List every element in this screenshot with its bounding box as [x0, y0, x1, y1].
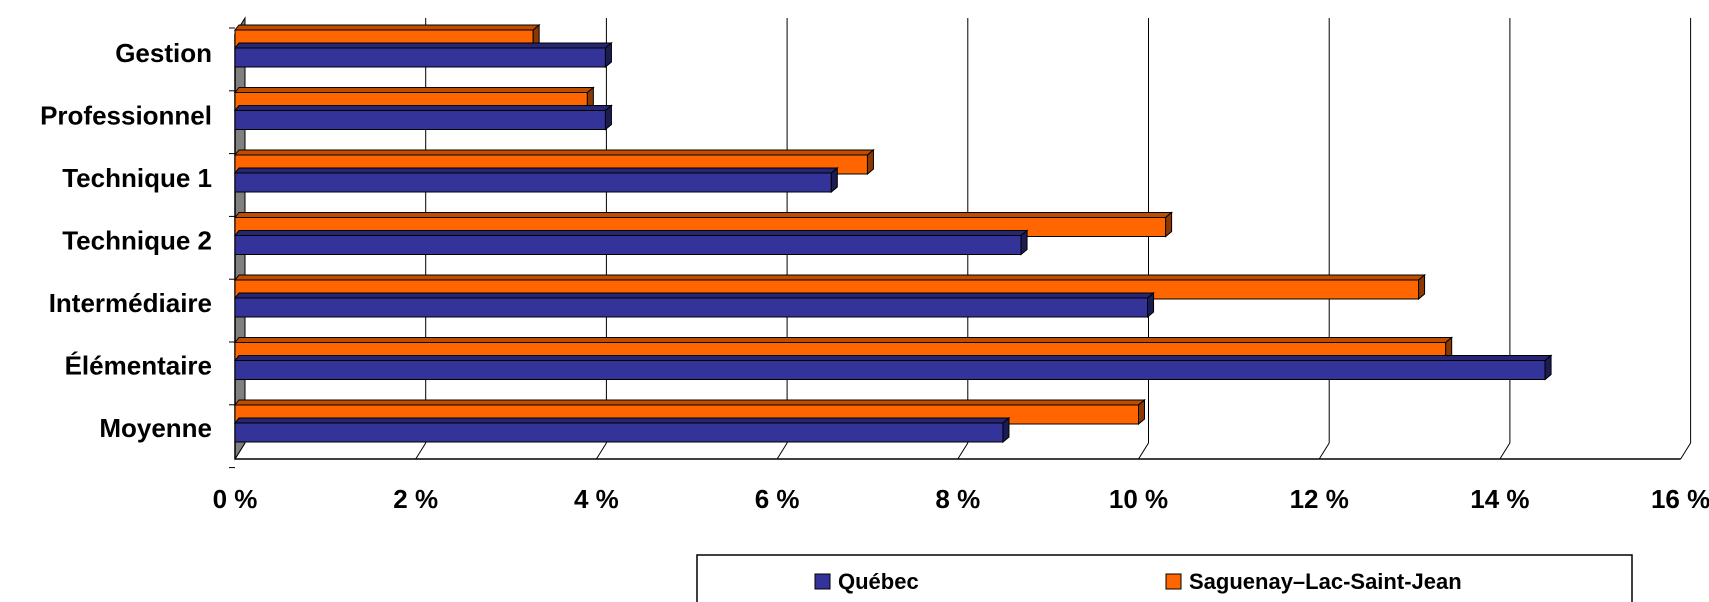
- bar-side-moyenne-saguenay-lac-saint-jean: [1138, 398, 1145, 426]
- bar-top-moyenne-saguenay-lac-saint-jean: [233, 399, 1146, 406]
- x-tick-label: 8 %: [935, 484, 980, 514]
- bar-top-technique-1-saguenay-lac-saint-jean: [233, 149, 875, 156]
- bar-side-technique-2-quebec: [1020, 229, 1028, 256]
- bar-side-elementaire-quebec: [1544, 354, 1552, 381]
- bar-gestion-quebec: [234, 47, 606, 68]
- bar-top-gestion-quebec: [233, 42, 613, 49]
- category-label-technique-1: Technique 1: [62, 163, 212, 193]
- bar-technique-2-quebec: [234, 235, 1022, 255]
- legend-label-quebec: Québec: [838, 569, 919, 594]
- bar-top-elementaire-quebec: [233, 355, 1553, 361]
- bar-side-moyenne-quebec: [1002, 416, 1010, 444]
- category-labels: Gestion Professionnel Technique 1 Technique…: [40, 38, 212, 443]
- x-tick-label: 2 %: [393, 484, 438, 514]
- legend-swatch-saguenay: [1165, 573, 1182, 590]
- category-label-intermediaire: Intermédiaire: [49, 288, 212, 318]
- bar-top-professionnel-quebec: [233, 105, 613, 111]
- category-label-gestion: Gestion: [115, 38, 212, 68]
- legend-swatch-quebec: [814, 573, 831, 590]
- bar-top-moyenne-quebec: [233, 417, 1011, 424]
- legend-box: [696, 554, 1633, 602]
- bar-top-elementaire-saguenay-lac-saint-jean: [233, 337, 1454, 343]
- bar-elementaire-quebec: [234, 360, 1546, 380]
- x-tick-label: 10 %: [1109, 484, 1168, 514]
- category-label-professionnel: Professionnel: [40, 101, 212, 131]
- bar-side-technique-1-quebec: [830, 166, 838, 194]
- bar-layer: [233, 23, 1553, 444]
- x-tick-label: 0 %: [213, 484, 258, 514]
- bar-side-technique-1-saguenay-lac-saint-jean: [866, 148, 874, 176]
- bar-side-technique-2-saguenay-lac-saint-jean: [1165, 211, 1173, 238]
- x-tick-label: 16 %: [1651, 484, 1709, 514]
- x-tick-label: 12 %: [1290, 484, 1349, 514]
- bar-moyenne-quebec: [234, 422, 1004, 443]
- bar-intermediaire-quebec: [234, 297, 1149, 318]
- floor-gridline: [776, 442, 788, 460]
- bar-top-technique-2-saguenay-lac-saint-jean: [233, 212, 1173, 218]
- bar-top-intermediaire-quebec: [233, 292, 1155, 299]
- bar-technique-1-quebec: [234, 172, 832, 193]
- bar-professionnel-quebec: [234, 110, 606, 130]
- x-tick-label: 6 %: [755, 484, 800, 514]
- category-label-moyenne: Moyenne: [99, 413, 212, 443]
- bar-side-intermediaire-quebec: [1147, 291, 1155, 319]
- category-label-technique-2: Technique 2: [62, 226, 212, 256]
- bar-top-technique-2-quebec: [233, 230, 1029, 236]
- floor-gridline: [1138, 442, 1149, 460]
- bar-top-technique-1-quebec: [233, 167, 839, 174]
- bar-side-gestion-quebec: [604, 41, 612, 69]
- x-tick-label: 14 %: [1470, 484, 1529, 514]
- floor-gridline: [595, 442, 607, 460]
- legend: Québec Saguenay–Lac-Saint-Jean: [696, 554, 1633, 602]
- bar-side-professionnel-quebec: [604, 104, 612, 131]
- x-tick-label: 4 %: [574, 484, 619, 514]
- bar-side-intermediaire-saguenay-lac-saint-jean: [1418, 273, 1426, 301]
- floor-gridline: [1318, 442, 1330, 460]
- bar-top-gestion-saguenay-lac-saint-jean: [233, 24, 541, 31]
- legend-label-saguenay: Saguenay–Lac-Saint-Jean: [1189, 569, 1462, 594]
- x-tick-labels: 0 % 2 % 4 % 6 % 8 % 10 % 12 % 14 % 16 %: [213, 484, 1709, 514]
- bar-top-intermediaire-saguenay-lac-saint-jean: [233, 274, 1426, 281]
- category-label-elementaire: Élémentaire: [65, 351, 212, 381]
- floor-gridline: [415, 442, 427, 460]
- bar-top-professionnel-saguenay-lac-saint-jean: [233, 87, 595, 93]
- floor-gridline: [1680, 442, 1692, 460]
- floor-gridline: [1499, 442, 1511, 460]
- floor-gridline: [957, 442, 969, 460]
